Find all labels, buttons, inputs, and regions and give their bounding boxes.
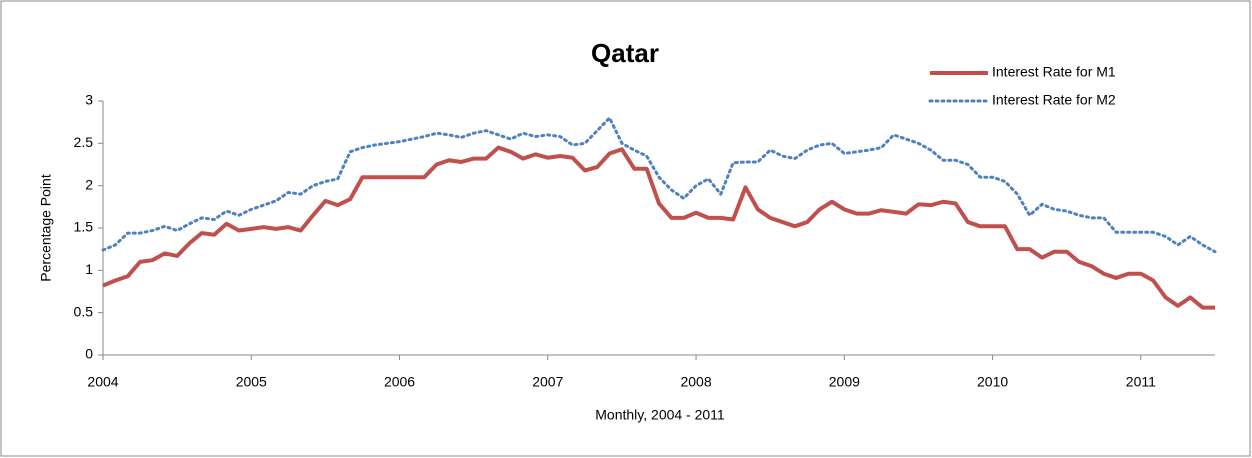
- x-tick-label: 2006: [384, 374, 415, 390]
- y-axis-label: Percentage Point: [38, 174, 54, 282]
- x-tick-label: 2011: [1126, 374, 1156, 390]
- line-series: [102, 145, 1215, 310]
- y-tick-label: 3: [85, 92, 93, 108]
- x-tick-label: 2008: [680, 374, 711, 390]
- x-tick-label: 2009: [829, 374, 860, 390]
- y-tick-label: 0: [85, 346, 93, 362]
- x-tick-label: 2010: [977, 374, 1008, 390]
- y-tick-label: 0.5: [74, 303, 94, 319]
- y-tick-label: 1.5: [74, 219, 94, 235]
- y-tick-label: 2.5: [74, 134, 94, 150]
- x-axis-label: Monthly, 2004 - 2011: [595, 407, 725, 423]
- y-tick-label: 2: [85, 176, 93, 192]
- x-tick-label: 2005: [236, 374, 267, 390]
- legend-label: Interest Rate for M1: [992, 64, 1116, 80]
- y-tick-label: 1: [85, 261, 93, 277]
- chart-title: Qatar: [591, 38, 659, 68]
- x-tick-label: 2007: [532, 374, 563, 390]
- x-tick-label: 2004: [87, 374, 118, 390]
- line-series: [101, 116, 1217, 254]
- legend-label: Interest Rate for M2: [992, 92, 1116, 108]
